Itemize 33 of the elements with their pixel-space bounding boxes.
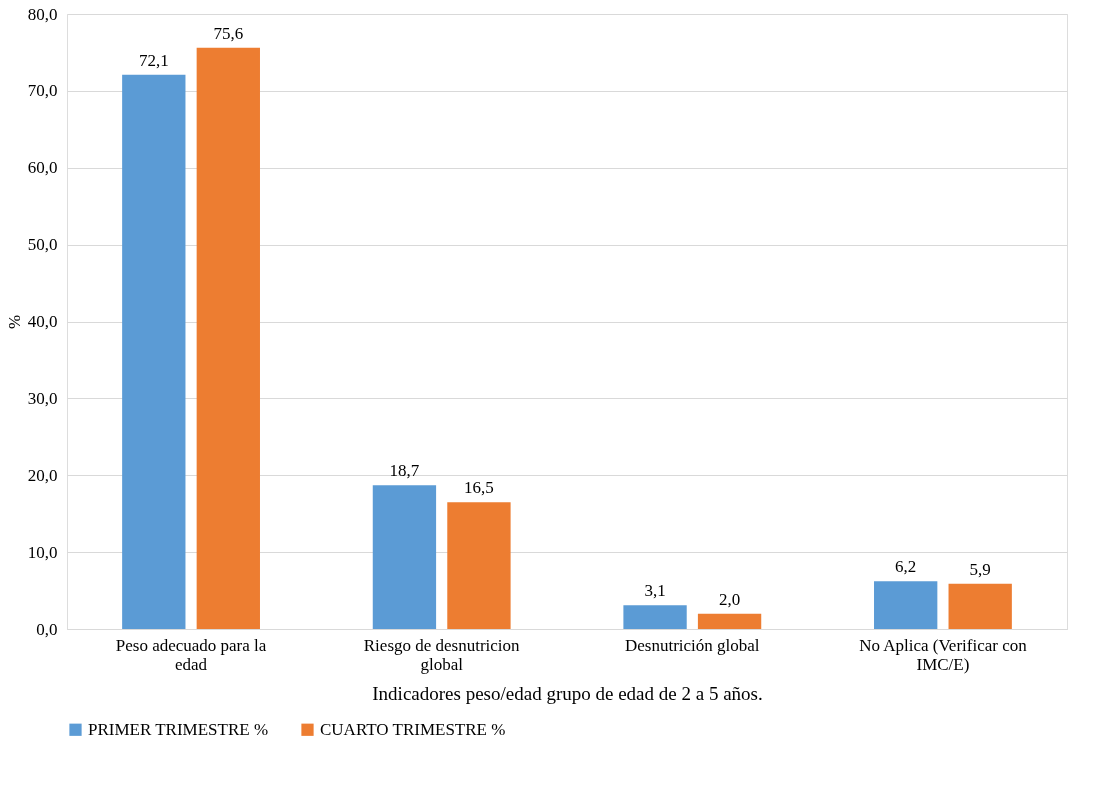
x-axis-title: Indicadores peso/edad grupo de edad de 2 a 5 años. bbox=[372, 682, 763, 704]
y-tick-label: 80,0 bbox=[27, 4, 58, 24]
data-label: 6,2 bbox=[895, 557, 917, 577]
bar bbox=[196, 47, 260, 629]
data-label: 2,0 bbox=[718, 589, 741, 609]
bar bbox=[372, 485, 437, 629]
legend-label: PRIMER TRIMESTRE % bbox=[88, 719, 269, 739]
y-axis-title: % bbox=[4, 314, 24, 330]
x-tick-label: Desnutrición global bbox=[625, 635, 760, 655]
data-label: 16,5 bbox=[464, 478, 494, 498]
y-tick-label: 10,0 bbox=[27, 542, 58, 562]
y-tick-label: 70,0 bbox=[27, 81, 58, 101]
bar bbox=[447, 502, 511, 629]
x-tick-label: Riesgo de desnutricion global bbox=[363, 635, 521, 674]
y-tick-label: 50,0 bbox=[27, 235, 58, 255]
y-tick-label: 0,0 bbox=[36, 619, 58, 639]
bar bbox=[623, 605, 687, 629]
bar bbox=[874, 581, 938, 629]
y-tick-label: 40,0 bbox=[27, 312, 58, 331]
data-label: 3,1 bbox=[644, 581, 666, 601]
y-tick-label: 20,0 bbox=[27, 465, 58, 485]
x-tick-label: Peso adecuado para la edad bbox=[115, 635, 267, 674]
bar bbox=[948, 583, 1012, 629]
bar bbox=[697, 613, 762, 629]
y-tick-label: 60,0 bbox=[27, 158, 58, 178]
x-tick-label: No Aplica (Verificar con IMC/E) bbox=[859, 635, 1028, 674]
data-label: 72,1 bbox=[138, 50, 169, 70]
data-label: 5,9 bbox=[969, 559, 991, 579]
data-label: 18,7 bbox=[389, 461, 420, 481]
data-label: 75,6 bbox=[213, 23, 244, 43]
legend-label: CUARTO TRIMESTRE % bbox=[320, 719, 506, 739]
bar bbox=[122, 74, 186, 629]
y-tick-label: 30,0 bbox=[27, 388, 58, 408]
